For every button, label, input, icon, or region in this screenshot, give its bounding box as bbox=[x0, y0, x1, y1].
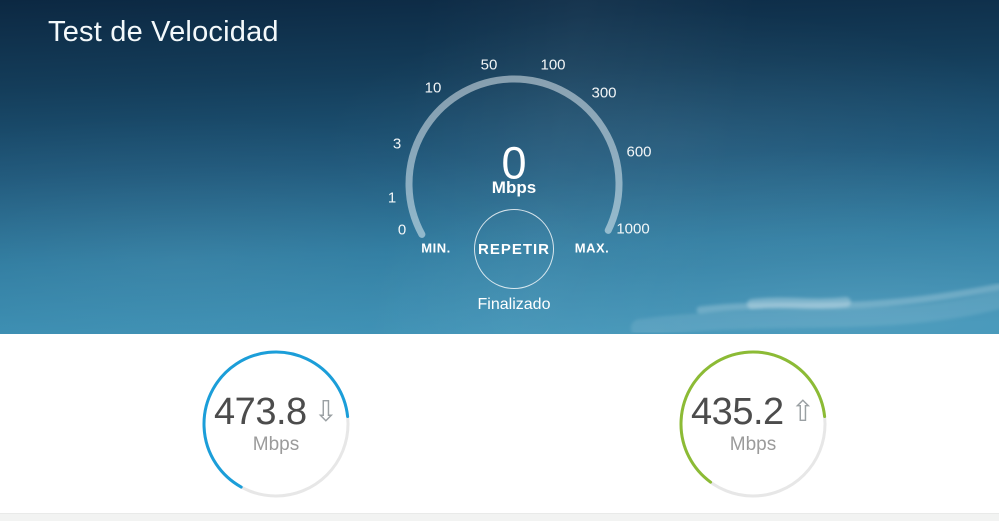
gauge-unit-label: Mbps bbox=[491, 178, 537, 197]
background-road-swoosh bbox=[631, 283, 999, 334]
gauge-tick-label-3: 3 bbox=[392, 135, 402, 153]
gauge-min-label: MIN. bbox=[421, 240, 451, 256]
page-title: Test de Velocidad bbox=[48, 16, 279, 48]
download-speed-value: 473.8 bbox=[214, 390, 307, 433]
gauge-and-background-graphics bbox=[405, 75, 999, 334]
upload-progress-ring bbox=[679, 350, 827, 498]
gauge-tick-label-1: 1 bbox=[387, 189, 397, 207]
download-arrow-icon: ⇩ bbox=[313, 394, 338, 428]
gauge-tick-label-300: 300 bbox=[591, 84, 617, 102]
gauge-tick-label-50: 50 bbox=[480, 56, 498, 74]
gauge-arc bbox=[405, 75, 623, 238]
upload-readout: 435.2 ⇧ Mbps bbox=[677, 348, 829, 500]
gauge-tick-label-600: 600 bbox=[626, 143, 652, 161]
results-section: 473.8 ⇩ Mbps 435.2 ⇧ Mbps bbox=[0, 334, 999, 513]
upload-result-card: 435.2 ⇧ Mbps bbox=[677, 348, 829, 500]
upload-speed-value: 435.2 bbox=[691, 390, 784, 433]
upload-unit-label: Mbps bbox=[729, 433, 777, 455]
test-status-text: Finalizado bbox=[477, 296, 551, 313]
upload-arrow-icon: ⇧ bbox=[790, 394, 815, 428]
hero-section: Test de Velocidad 0 1 3 10 50 100 300 60… bbox=[0, 0, 999, 334]
gauge-tick-label-100: 100 bbox=[540, 56, 566, 74]
gauge-tick-label-10: 10 bbox=[424, 79, 442, 97]
gauge-tick-label-0: 0 bbox=[397, 221, 407, 239]
download-result-card: 473.8 ⇩ Mbps bbox=[200, 348, 352, 500]
download-progress-ring bbox=[202, 350, 350, 498]
gauge-current-value: 0 bbox=[501, 137, 527, 189]
repeat-test-button[interactable]: REPETIR bbox=[474, 209, 554, 289]
download-readout: 473.8 ⇩ Mbps bbox=[200, 348, 352, 500]
gauge-tick-label-1000: 1000 bbox=[616, 220, 650, 238]
footer-strip bbox=[0, 513, 999, 521]
download-unit-label: Mbps bbox=[252, 433, 300, 455]
gauge-max-label: MAX. bbox=[574, 240, 610, 256]
